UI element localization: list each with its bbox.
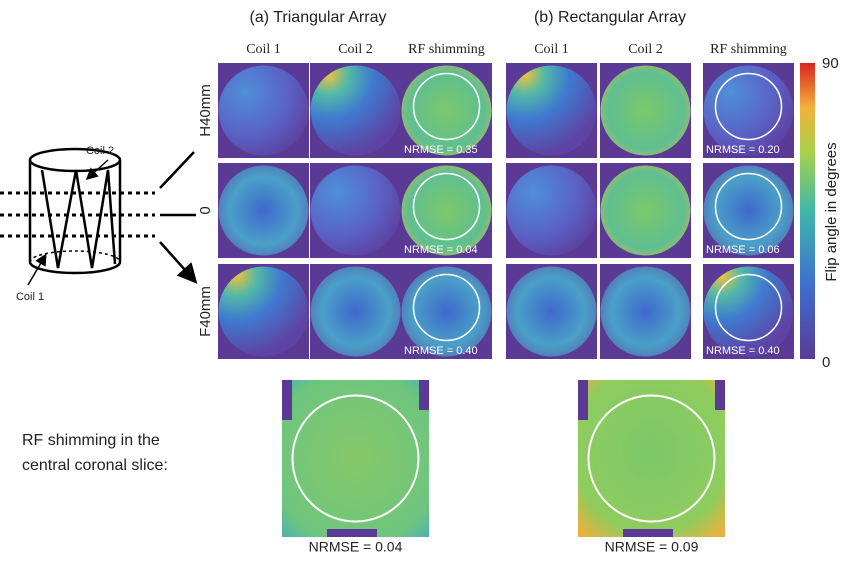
coronal-map — [578, 380, 725, 537]
coronal-edge — [327, 529, 377, 537]
flip-map-disc — [704, 66, 794, 156]
figure: Coil 2 Coil 1 90 0 Flip angle in degrees… — [0, 0, 843, 556]
nrmse-label: NRMSE = 0.40 — [404, 345, 478, 357]
coronal-edge — [715, 380, 725, 410]
coronal-edge — [623, 529, 673, 537]
row-label: 0 — [197, 206, 214, 214]
flip-map-disc — [507, 166, 597, 256]
flip-map-disc — [601, 267, 691, 357]
coil-label: Coil 1 — [16, 291, 44, 303]
nrmse-label: NRMSE = 0.04 — [404, 244, 478, 256]
colorbar-label: Flip angle in degrees — [823, 142, 840, 281]
coronal-edge — [419, 380, 429, 410]
column-header: Coil 2 — [338, 42, 373, 57]
flip-map-disc — [311, 166, 401, 256]
flip-map-disc — [704, 267, 794, 357]
flip-map-disc — [219, 267, 309, 357]
row-label: H40mm — [197, 84, 214, 137]
flip-map-disc — [704, 166, 794, 256]
caption: RF shimming in the — [22, 432, 160, 449]
flip-map-disc — [219, 66, 309, 156]
column-header: Coil 1 — [246, 42, 281, 57]
nrmse-label: NRMSE = 0.06 — [706, 244, 780, 256]
column-header: RF shimming — [408, 42, 485, 57]
flip-map-disc — [402, 267, 492, 357]
nrmse-label: NRMSE = 0.40 — [706, 345, 780, 357]
colorbar-tick: 90 — [822, 55, 839, 72]
coronal-map — [282, 380, 429, 537]
column-header: Coil 2 — [628, 42, 663, 57]
panel-title: (a) Triangular Array — [250, 9, 387, 26]
nrmse-label: NRMSE = 0.20 — [706, 144, 780, 156]
nrmse-label: NRMSE = 0.09 — [605, 539, 699, 555]
column-header: RF shimming — [710, 42, 787, 57]
flip-map-disc — [601, 166, 691, 256]
flip-map-disc — [311, 267, 401, 357]
coronal-edge — [578, 380, 588, 420]
coronal-edge — [282, 380, 292, 420]
flip-map-disc — [601, 66, 691, 156]
column-header: Coil 1 — [534, 42, 569, 57]
coil-label: Coil 2 — [86, 145, 114, 157]
nrmse-label: NRMSE = 0.35 — [404, 144, 478, 156]
flip-map-disc — [311, 66, 401, 156]
flip-map-disc — [219, 166, 309, 256]
coil-diagram — [0, 149, 196, 285]
row-label: F40mm — [197, 286, 214, 337]
caption: central coronal slice: — [22, 457, 168, 474]
flip-map-disc — [507, 267, 597, 357]
nrmse-label: NRMSE = 0.04 — [309, 539, 403, 555]
colorbar — [800, 63, 815, 359]
flip-map-disc — [507, 66, 597, 156]
colorbar-tick: 0 — [822, 354, 830, 371]
flip-map-disc — [402, 66, 492, 156]
panel-title: (b) Rectangular Array — [534, 9, 686, 26]
flip-map-disc — [402, 166, 492, 256]
